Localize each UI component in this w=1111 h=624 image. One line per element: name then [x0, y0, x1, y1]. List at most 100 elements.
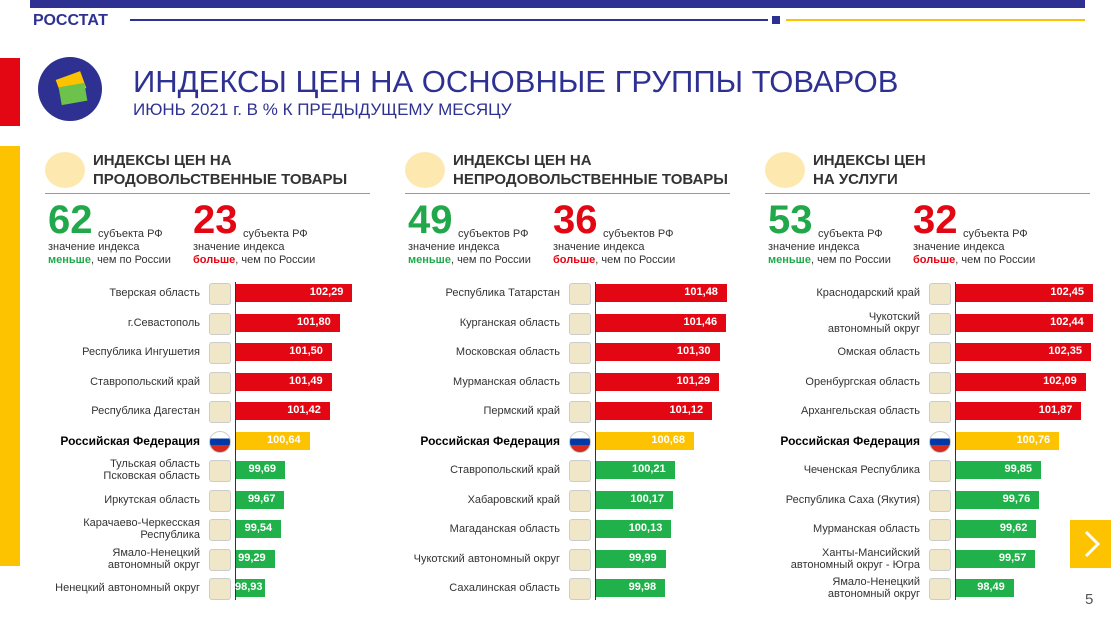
- brand: РОССТАТ: [33, 12, 108, 29]
- stat-note: значение индекса: [193, 241, 285, 253]
- bar: [236, 372, 332, 391]
- bar: [956, 372, 1086, 391]
- category-label: Пермский край: [483, 405, 560, 417]
- bar: [956, 431, 1060, 450]
- value-label: 102,44: [1050, 315, 1084, 328]
- region-emblem: [569, 519, 591, 541]
- category-label: Республика Дагестан: [91, 405, 200, 417]
- stat-note: значение индекса: [913, 241, 1005, 253]
- region-emblem: [209, 489, 231, 512]
- value-label: 100,21: [631, 463, 666, 475]
- bar: [596, 461, 675, 479]
- stat-unit: субъекта РФ: [243, 228, 308, 240]
- bar: [596, 490, 673, 509]
- stat-note: значение индекса: [408, 241, 500, 253]
- value-label: 100,17: [630, 492, 664, 505]
- category-label: Российская Федерация: [420, 433, 560, 448]
- region-emblem: [929, 312, 951, 335]
- stat-count: 53: [768, 198, 813, 242]
- value-label: 101,12: [669, 404, 704, 416]
- value-label: 102,45: [1050, 286, 1084, 298]
- region-emblem: [569, 283, 591, 305]
- region-emblem: [569, 371, 591, 394]
- value-label: 100,13: [628, 522, 663, 534]
- region-emblem: [569, 312, 591, 335]
- category-label: Ханты-Мансийский автономный округ - Югра: [790, 546, 920, 571]
- panel-icon: [45, 152, 85, 188]
- category-label: Ставропольский край: [450, 464, 560, 476]
- region-emblem: [209, 342, 231, 364]
- value-label: 99,62: [999, 522, 1028, 534]
- value-label: 100,68: [651, 433, 685, 446]
- bar: [596, 284, 727, 302]
- category-label: Хабаровский край: [467, 493, 560, 506]
- panel-title: ИНДЕКСЫ ЦЕН: [813, 152, 926, 169]
- category-label: Карачаево-Черкесская Республика: [83, 517, 200, 541]
- category-label: Республика Татарстан: [445, 287, 560, 299]
- value-label: 99,76: [1002, 492, 1031, 505]
- next-button[interactable]: [1070, 520, 1111, 568]
- value-label: 99,67: [247, 492, 276, 505]
- category-label: Иркутская область: [104, 493, 200, 506]
- bar: [956, 549, 1036, 568]
- value-label: 100,76: [1016, 433, 1051, 446]
- stat-rest: , чем по России: [810, 254, 891, 266]
- bar: [236, 579, 266, 597]
- region-emblem: [209, 371, 231, 394]
- value-label: 101,48: [684, 286, 718, 298]
- bar: [956, 579, 1014, 597]
- top-bar: [30, 0, 1085, 8]
- category-label: Московская область: [455, 346, 560, 358]
- region-emblem: [929, 548, 951, 571]
- page-number: 5: [1085, 591, 1094, 608]
- value-label: 101,80: [297, 315, 331, 328]
- logo-icon: [38, 57, 102, 121]
- region-emblem: [929, 578, 951, 600]
- panel-rule: [45, 193, 370, 194]
- region-emblem: [929, 401, 951, 423]
- stat-count: 36: [553, 198, 598, 242]
- bar: [596, 372, 720, 391]
- rule: [130, 19, 768, 21]
- value-label: 101,29: [676, 374, 711, 387]
- bar: [596, 313, 727, 332]
- stat-unit: субъектов РФ: [603, 228, 674, 240]
- stat-unit: субъекта РФ: [818, 228, 883, 240]
- title: ИНДЕКСЫ ЦЕН НА ОСНОВНЫЕ ГРУППЫ ТОВАРОВ: [133, 64, 899, 99]
- stat-line: больше, чем по России: [913, 254, 1035, 266]
- bar: [596, 579, 666, 597]
- region-emblem: [569, 430, 591, 453]
- region-emblem: [929, 460, 951, 482]
- bar: [956, 461, 1041, 479]
- region-emblem: [929, 342, 951, 364]
- stat-count: 23: [193, 198, 238, 242]
- category-label: Мурманская область: [453, 375, 560, 388]
- region-emblem: [209, 312, 231, 335]
- region-emblem: [569, 578, 591, 600]
- bar: [596, 402, 713, 420]
- value-label: 99,54: [244, 522, 273, 534]
- value-label: 101,49: [289, 374, 323, 387]
- accent: [0, 58, 20, 126]
- bar: [956, 284, 1093, 302]
- stat-rest: , чем по России: [450, 254, 531, 266]
- value-label: 101,30: [676, 345, 711, 357]
- value-label: 101,87: [1038, 404, 1073, 416]
- stat-count: 49: [408, 198, 453, 242]
- stat-line: меньше, чем по России: [768, 254, 891, 266]
- category-label: Чукотский автономный округ: [827, 310, 920, 335]
- value-label: 98,93: [235, 581, 263, 593]
- region-emblem: [209, 578, 231, 600]
- bar: [236, 284, 353, 302]
- category-label: Оренбургская область: [805, 375, 920, 388]
- panel-title: ИНДЕКСЫ ЦЕН НА: [93, 152, 232, 169]
- category-label: Мурманская область: [813, 523, 920, 535]
- bar: [596, 431, 694, 450]
- stat-note: значение индекса: [48, 241, 140, 253]
- region-emblem: [929, 489, 951, 512]
- stat-line: меньше, чем по России: [48, 254, 171, 266]
- bar: [236, 402, 330, 420]
- region-emblem: [209, 548, 231, 571]
- region-emblem: [569, 460, 591, 482]
